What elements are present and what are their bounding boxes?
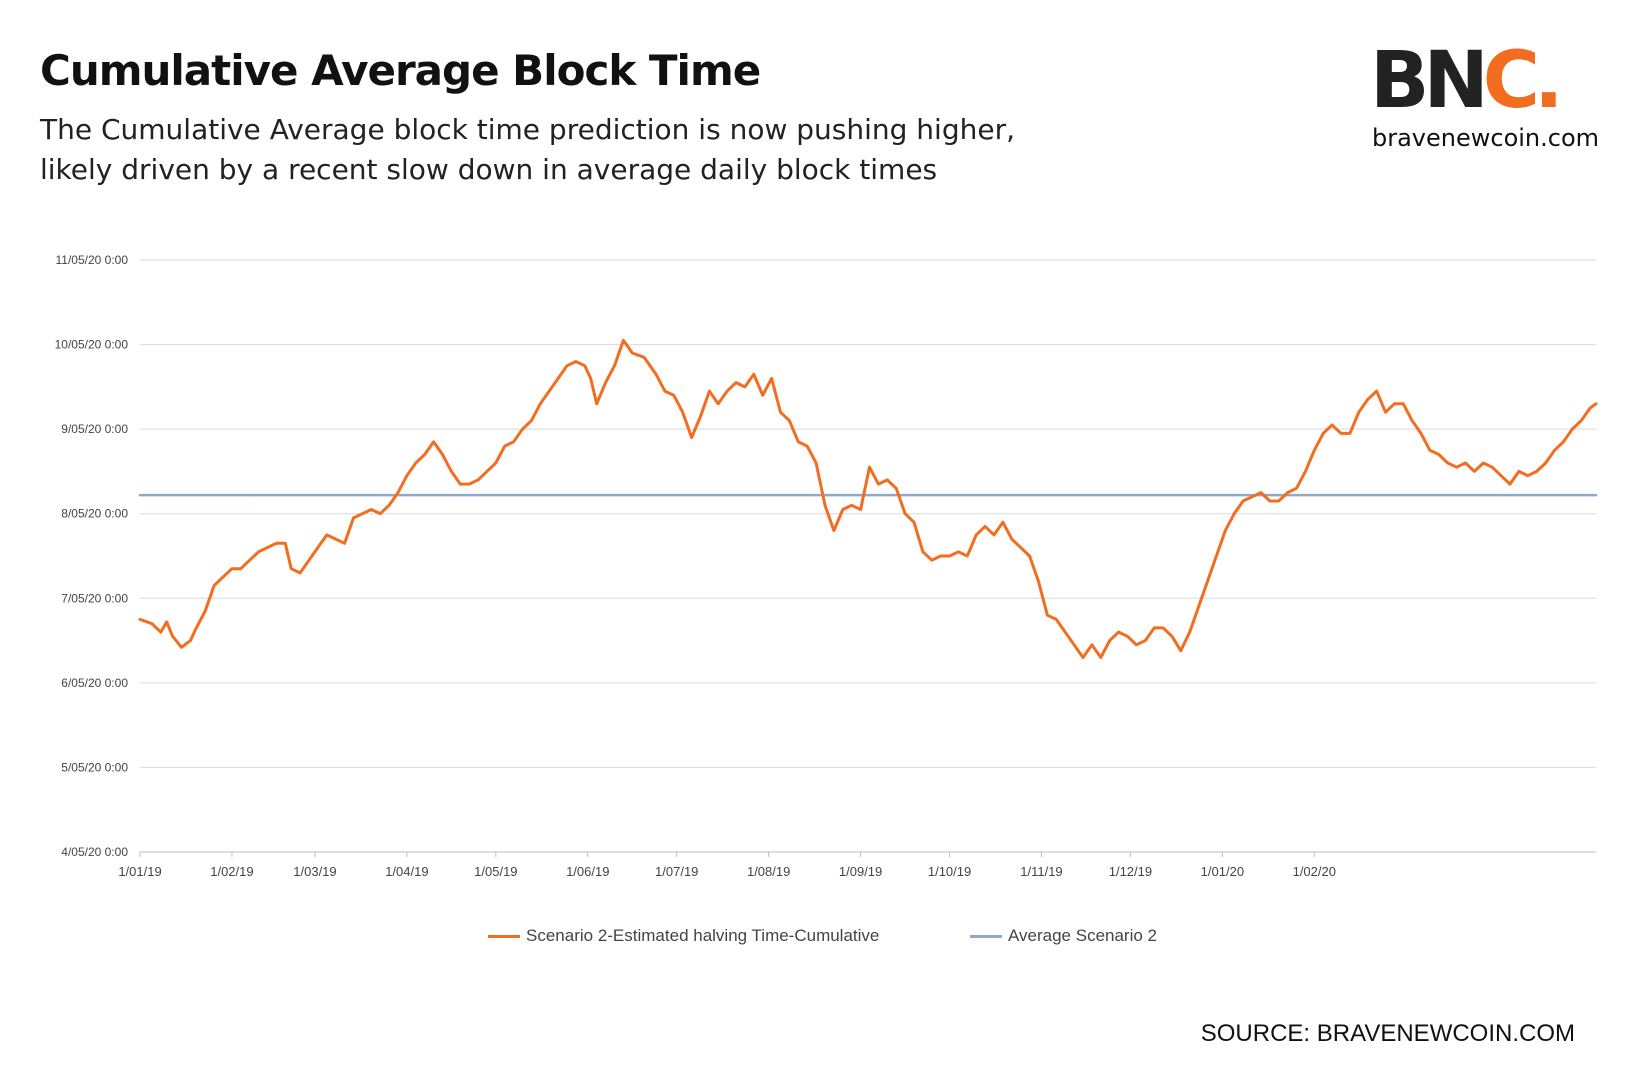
legend-item-average-scenario-2: Average Scenario 2	[970, 926, 1157, 946]
subtitle-line-2: likely driven by a recent slow down in a…	[40, 153, 938, 186]
logo-letters-accent: C.	[1482, 36, 1564, 126]
chart-subtitle: The Cumulative Average block time predic…	[40, 110, 1015, 190]
legend-swatch-blue	[970, 934, 1002, 938]
subtitle-line-1: The Cumulative Average block time predic…	[40, 113, 1015, 146]
y-tick-label: 5/05/20 0:00	[61, 760, 128, 774]
logo-letters-main: BN	[1370, 36, 1489, 126]
x-tick-label: 1/11/19	[1020, 864, 1062, 879]
series-lines	[138, 338, 1598, 659]
x-tick-label: 1/02/20	[1293, 864, 1336, 879]
series-line-scenario-2-cumulative	[138, 338, 1598, 659]
x-tick-label: 1/01/19	[118, 864, 161, 879]
logo-letters: BNC.	[1370, 36, 1564, 126]
x-tick-label: 1/07/19	[655, 864, 698, 879]
x-tick-label: 1/01/20	[1201, 864, 1244, 879]
y-tick-label: 11/05/20 0:00	[55, 253, 128, 267]
y-axis-tick-labels: 4/05/20 0:00 5/05/20 0:00 6/05/20 0:00 7/05…	[55, 253, 129, 859]
legend-item-scenario-2-cumulative: Scenario 2-Estimated halving Time-Cumula…	[488, 926, 879, 946]
legend-label-scenario-2-cumulative: Scenario 2-Estimated halving Time-Cumula…	[526, 926, 880, 945]
y-tick-label: 10/05/20 0:00	[55, 338, 129, 352]
x-tick-label: 1/09/19	[839, 864, 882, 879]
legend-swatch-orange	[488, 934, 520, 938]
x-tick-label: 1/02/19	[210, 864, 253, 879]
y-tick-label: 9/05/20 0:00	[61, 422, 128, 436]
logo-url: bravenewcoin.com	[1372, 124, 1600, 152]
x-tick-label: 1/10/19	[928, 864, 971, 879]
x-tick-label: 1/04/19	[385, 864, 428, 879]
x-tick-label: 1/03/19	[293, 864, 336, 879]
bnc-logo: BNC. bravenewcoin.com	[1370, 36, 1600, 156]
source-credit: SOURCE: BRAVENEWCOIN.COM	[1200, 1020, 1575, 1047]
y-tick-label: 7/05/20 0:00	[61, 591, 128, 605]
legend-label-average-scenario-2: Average Scenario 2	[1008, 926, 1158, 945]
line-chart: 4/05/20 0:00 5/05/20 0:00 6/05/20 0:00 7/05…	[55, 253, 1598, 879]
y-tick-label: 8/05/20 0:00	[61, 507, 128, 521]
x-tick-label: 1/08/19	[747, 864, 790, 879]
chart-legend: Scenario 2-Estimated halving Time-Cumula…	[0, 926, 1630, 956]
y-tick-label: 6/05/20 0:00	[61, 676, 128, 690]
y-tick-label: 4/05/20 0:00	[61, 845, 128, 859]
chart-title: Cumulative Average Block Time	[40, 46, 761, 95]
grid-lines	[140, 259, 1596, 853]
x-tick-label: 1/12/19	[1109, 864, 1152, 879]
x-axis: 1/01/19 1/02/19 1/03/19 1/04/19 1/05/19 1/06/…	[118, 851, 1596, 879]
x-tick-label: 1/06/19	[566, 864, 609, 879]
x-tick-label: 1/05/19	[474, 864, 517, 879]
